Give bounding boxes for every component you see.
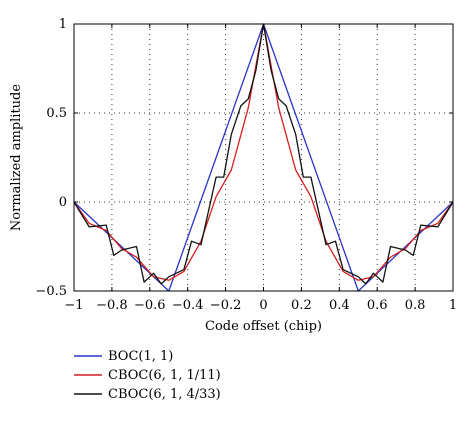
x-tick-label: 0.2 bbox=[291, 298, 312, 313]
x-tick-label: 1 bbox=[449, 298, 457, 313]
legend-label: CBOC(6, 1, 4/33) bbox=[108, 387, 221, 402]
x-tick-label: 0.8 bbox=[405, 298, 426, 313]
series-line bbox=[73, 23, 454, 281]
legend: BOC(1, 1) CBOC(6, 1, 1/11) CBOC(6, 1, 4/33… bbox=[74, 349, 221, 402]
axis-ticks: −1 −0.8 −0.6 −0.4 −0.2 0 0.2 0.4 0.6 0.8 1 −0.5 0 0.5… bbox=[35, 17, 457, 313]
x-tick-label: −0.8 bbox=[96, 298, 128, 313]
grid-lines bbox=[74, 24, 453, 291]
x-tick-label: 0.4 bbox=[329, 298, 350, 313]
x-tick-label: 0 bbox=[259, 298, 267, 313]
x-axis-label: Code offset (chip) bbox=[205, 319, 322, 334]
y-tick-label: 0.5 bbox=[46, 106, 67, 121]
legend-label: CBOC(6, 1, 1/11) bbox=[108, 368, 221, 383]
y-tick-label: 1 bbox=[59, 17, 67, 32]
y-tick-label: 0 bbox=[59, 195, 67, 210]
x-tick-label: −0.2 bbox=[210, 298, 242, 313]
x-tick-label: 0.6 bbox=[367, 298, 388, 313]
x-tick-label: −1 bbox=[64, 298, 83, 313]
legend-label: BOC(1, 1) bbox=[108, 349, 173, 364]
x-tick-label: −0.4 bbox=[172, 298, 204, 313]
y-tick-label: −0.5 bbox=[35, 284, 67, 299]
x-tick-label: −0.6 bbox=[134, 298, 166, 313]
y-axis-label: Normalized amplitude bbox=[9, 84, 24, 231]
